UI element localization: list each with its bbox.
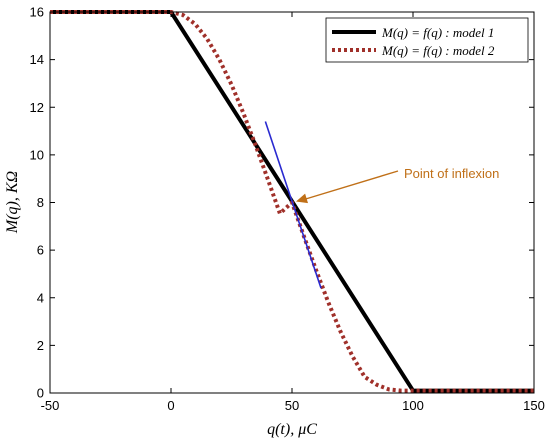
annotation: Point of inflexion: [296, 166, 499, 204]
x-tick-label: 50: [285, 398, 299, 413]
plot-frame: [49, 11, 535, 394]
x-tick-label: 0: [167, 398, 174, 413]
annotation-arrow: [303, 170, 399, 201]
x-tick-label: 150: [523, 398, 545, 413]
tangent-line: [264, 121, 322, 289]
annotation-text: Point of inflexion: [404, 166, 499, 181]
y-tick-label: 8: [37, 195, 44, 210]
legend-label-model-1: M(q) = f(q) : model 1: [381, 25, 494, 40]
y-tick-label: 2: [37, 338, 44, 353]
y-axis-label: M(q), KΩ: [4, 171, 21, 234]
x-tick-label: 100: [402, 398, 424, 413]
legend-label-model-2: M(q) = f(q) : model 2: [381, 43, 495, 58]
x-axis-label: q(t), μC: [267, 421, 317, 438]
y-tick-label: 14: [30, 52, 44, 67]
x-ticks: -50 0 50 100 150: [41, 12, 545, 413]
y-tick-label: 0: [37, 386, 44, 401]
y-tick-label: 4: [37, 290, 44, 305]
legend: M(q) = f(q) : model 1 M(q) = f(q) : mode…: [325, 17, 529, 63]
annotation-arrowhead: [296, 193, 308, 204]
y-tick-label: 12: [30, 100, 44, 115]
y-tick-label: 16: [30, 5, 44, 20]
legend-box: [325, 17, 529, 63]
y-tick-label: 6: [37, 243, 44, 258]
y-tick-label: 10: [30, 147, 44, 162]
y-ticks: 0 2 4 6 8 10 12 14 16: [30, 5, 534, 401]
x-tick-label: -50: [41, 398, 60, 413]
